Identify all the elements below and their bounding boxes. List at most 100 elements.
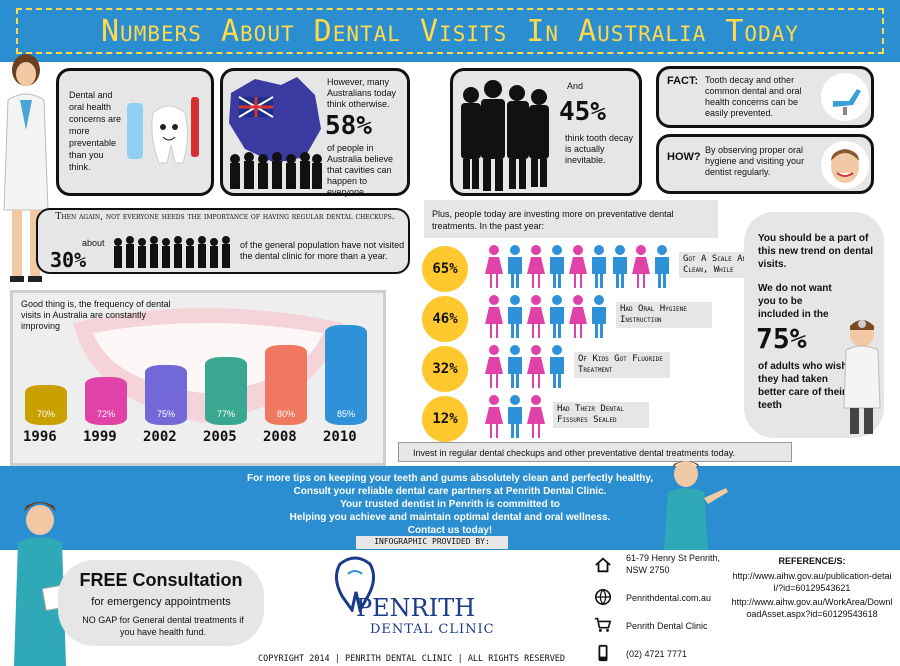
australians-card: However, many Australians today think ot… bbox=[220, 68, 410, 197]
male-figure-icon bbox=[592, 295, 606, 338]
inevitable-intro: And bbox=[567, 81, 584, 91]
nurse-illustration bbox=[664, 461, 728, 550]
consult-subtitle: for emergency appointments bbox=[91, 596, 231, 608]
dentist-man-illustration bbox=[843, 320, 881, 434]
provided-by-label: INFOGRAPHIC PROVIDED BY: bbox=[374, 537, 490, 546]
logo-name: PENRITH bbox=[356, 594, 476, 622]
contact-address: 61-79 Henry St Penrith, NSW 2750 bbox=[626, 553, 721, 575]
crowd-silhouette-icon bbox=[114, 236, 230, 268]
provided-by-box: INFOGRAPHIC PROVIDED BY: bbox=[356, 536, 508, 549]
female-figure-icon bbox=[527, 395, 545, 438]
female-figure-icon bbox=[569, 295, 587, 338]
chart-title: Good thing is, the frequency of dental v… bbox=[21, 299, 171, 331]
contact-website[interactable]: Penrithdental.com.au bbox=[626, 593, 712, 603]
invest-text: Invest in regular dental checkups and ot… bbox=[413, 448, 736, 458]
female-figure-icon bbox=[632, 245, 650, 288]
people-figures bbox=[485, 345, 564, 388]
copyright: COPYRIGHT 2014 | PENRITH DENTAL CLINIC |… bbox=[258, 654, 566, 664]
female-figure-icon bbox=[485, 245, 503, 288]
header-frame: Numbers About Dental Visits In Australia… bbox=[16, 8, 884, 54]
invest-banner: Invest in regular dental checkups and ot… bbox=[398, 442, 792, 462]
female-figure-icon bbox=[485, 295, 503, 338]
bar-2008: 80% bbox=[265, 345, 307, 425]
contact-phone: (02) 4721 7771 bbox=[626, 649, 688, 659]
stat-percent-circle: 32% bbox=[422, 346, 468, 392]
male-figure-icon bbox=[508, 295, 522, 338]
bar-value-label: 72% bbox=[96, 409, 115, 419]
year-label-2008: 2008 bbox=[263, 429, 297, 445]
male-figure-icon bbox=[508, 345, 522, 388]
tips-line-3: Your trusted dentist in Penrith is commi… bbox=[340, 499, 560, 510]
australians-intro: However, many Australians today think ot… bbox=[327, 77, 397, 109]
globe-icon bbox=[594, 588, 612, 606]
checkups-percent: 30% bbox=[50, 248, 87, 272]
bar-value-label: 80% bbox=[276, 409, 295, 419]
female-figure-icon bbox=[485, 345, 503, 388]
female-figure-icon bbox=[527, 345, 545, 388]
reference-link-1[interactable]: http://www.aihw.gov.au/publication-detai… bbox=[732, 571, 892, 593]
male-figure-icon bbox=[655, 245, 669, 288]
how-card: HOW? By observing proper oral hygiene an… bbox=[656, 134, 874, 194]
year-label-2002: 2002 bbox=[143, 429, 177, 445]
cart-icon bbox=[594, 617, 612, 632]
tips-line-1: For more tips on keeping your teeth and … bbox=[246, 473, 653, 484]
bar-2005: 77% bbox=[205, 357, 247, 425]
checkups-card: Then again, not everyone heeds the impor… bbox=[36, 208, 410, 274]
inevitable-percent: 45% bbox=[559, 97, 606, 127]
stat-percent-circle: 46% bbox=[422, 296, 468, 342]
contact-clinic: Penrith Dental Clinic bbox=[626, 621, 708, 631]
trend-card: You should be a part of this new trend o… bbox=[744, 212, 884, 438]
stat-caption: of kids got fluoride treatment bbox=[574, 352, 670, 378]
bar-value-label: 75% bbox=[156, 409, 175, 419]
tips-line-2: Consult your reliable dental care partne… bbox=[293, 486, 607, 497]
page-title: Numbers About Dental Visits In Australia… bbox=[100, 13, 800, 49]
fact-text: Tooth decay and other common dental and … bbox=[705, 75, 802, 118]
consultation-card: FREE Consultation for emergency appointm… bbox=[58, 560, 264, 646]
reference-link-2[interactable]: http://www.aihw.gov.au/WorkArea/Download… bbox=[731, 597, 893, 619]
trend-text-1: You should be a part of this new trend o… bbox=[758, 233, 874, 270]
male-figure-icon bbox=[508, 245, 522, 288]
people-figures bbox=[485, 395, 545, 438]
consult-title: FREE Consultation bbox=[79, 570, 243, 590]
female-figure-icon bbox=[485, 395, 503, 438]
header-banner: Numbers About Dental Visits In Australia… bbox=[0, 0, 900, 62]
checkups-about: about bbox=[82, 238, 105, 248]
bar-2010: 85% bbox=[325, 325, 367, 425]
female-figure-icon bbox=[569, 245, 587, 288]
female-figure-icon bbox=[527, 295, 545, 338]
bar-1999: 72% bbox=[85, 377, 127, 425]
bar-value-label: 77% bbox=[216, 409, 235, 419]
checkups-text: of the general population have not visit… bbox=[240, 240, 405, 261]
tips-text: For more tips on keeping your teeth and … bbox=[190, 472, 710, 537]
year-label-2010: 2010 bbox=[323, 429, 357, 445]
tips-line-4: Helping you achieve and maintain optimal… bbox=[289, 512, 611, 523]
female-figure-icon bbox=[527, 245, 545, 288]
year-label-2005: 2005 bbox=[203, 429, 237, 445]
phone-icon bbox=[598, 644, 608, 662]
smiling-woman-icon bbox=[821, 141, 869, 189]
fact-label: FACT: bbox=[667, 75, 699, 87]
penrith-logo-icon bbox=[335, 556, 375, 612]
people-figures bbox=[485, 295, 606, 338]
preventable-text: Dental and oral health concerns are more… bbox=[69, 90, 122, 172]
stat-caption: had their dental fissures sealed bbox=[553, 402, 649, 428]
people-figures bbox=[485, 245, 669, 288]
stat-percent-circle: 65% bbox=[422, 246, 468, 292]
how-label: HOW? bbox=[667, 151, 701, 163]
stat-percent-circle: 12% bbox=[422, 396, 468, 442]
australians-percent: 58% bbox=[325, 111, 372, 141]
frequency-chart: Good thing is, the frequency of dental v… bbox=[10, 290, 386, 466]
bar-value-label: 70% bbox=[36, 409, 55, 419]
male-figure-icon bbox=[550, 295, 564, 338]
logo-sub: DENTAL CLINIC bbox=[370, 622, 495, 637]
preventable-card: Dental and oral health concerns are more… bbox=[56, 68, 214, 196]
trend-percent: 75% bbox=[756, 322, 807, 355]
australia-map-icon bbox=[229, 77, 322, 189]
stat-caption: had oral hygiene instruction bbox=[616, 302, 712, 328]
year-label-1999: 1999 bbox=[83, 429, 117, 445]
bar-value-label: 85% bbox=[336, 409, 355, 419]
fact-card: FACT: Tooth decay and other common denta… bbox=[656, 66, 874, 128]
bar-2002: 75% bbox=[145, 365, 187, 425]
male-figure-icon bbox=[592, 245, 606, 288]
australians-text: of people in Australia believe that cavi… bbox=[327, 143, 394, 197]
